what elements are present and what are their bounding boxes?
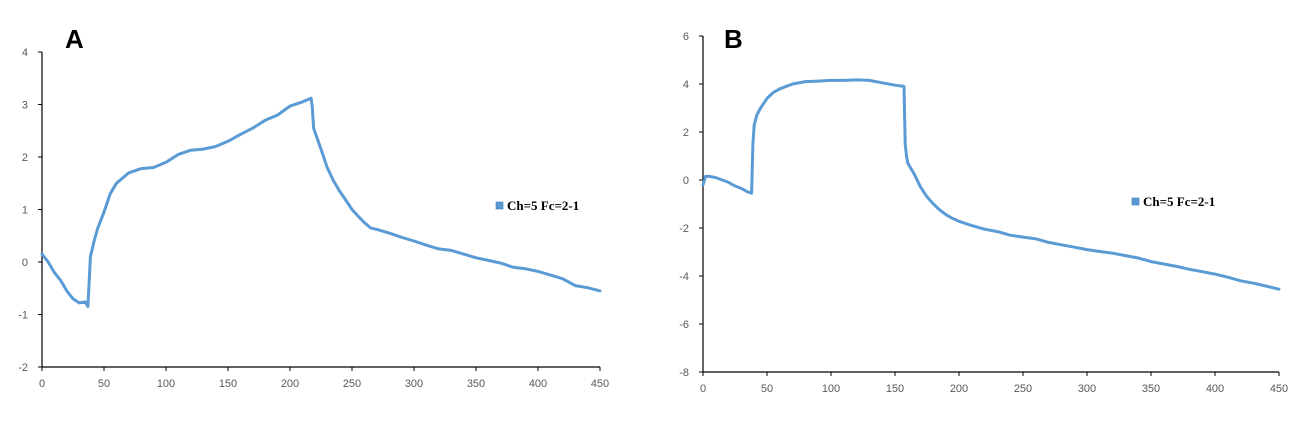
y-tick-label: -2 — [18, 362, 28, 374]
chart-panel-b: -8 -6 -4 -2 0 2 4 6 0 50 100 150 200 250 300 350 400 450 B… — [679, 24, 1288, 395]
legend-label: Ch=5 Fc=2-1 — [1143, 194, 1215, 209]
x-tick-label: 50 — [761, 383, 773, 395]
series-line — [701, 78, 1281, 291]
x-tick-label: 100 — [822, 383, 840, 395]
x-tick-label: 150 — [219, 378, 237, 390]
y-tick-label: 1 — [22, 205, 28, 217]
legend-swatch — [1131, 197, 1140, 206]
y-tick-label: -1 — [18, 310, 28, 322]
y-tick-label: 4 — [22, 47, 28, 59]
chart-panel-a: -2 -1 0 1 2 3 4 0 50 100 150 200 250 300 350 400 450 A Ch=… — [18, 24, 609, 390]
x-tick-label: 250 — [1014, 383, 1032, 395]
x-tick-label: 150 — [886, 383, 904, 395]
legend-label: Ch=5 Fc=2-1 — [507, 198, 579, 213]
x-tick-label: 200 — [950, 383, 968, 395]
y-tick-label: 0 — [22, 257, 28, 269]
series-line — [40, 96, 602, 309]
y-tick-label: -2 — [679, 223, 689, 235]
y-tick-label: 3 — [22, 100, 28, 112]
y-tick-label: 4 — [683, 79, 689, 91]
x-tick-label: 450 — [591, 378, 609, 390]
panel-label: B — [724, 24, 743, 54]
x-tick-label: 400 — [529, 378, 547, 390]
x-tick-label: 350 — [1142, 383, 1160, 395]
y-tick-label: -8 — [679, 367, 689, 379]
y-tick-label: 2 — [22, 152, 28, 164]
x-tick-label: 50 — [98, 378, 110, 390]
y-tick-label: 6 — [683, 31, 689, 43]
x-tick-label: 200 — [281, 378, 299, 390]
panel-label: A — [65, 24, 84, 54]
x-tick-label: 400 — [1206, 383, 1224, 395]
y-tick-label: 0 — [683, 175, 689, 187]
x-tick-label: 100 — [157, 378, 175, 390]
x-tick-label: 350 — [467, 378, 485, 390]
x-tick-label: 250 — [343, 378, 361, 390]
legend-swatch — [495, 201, 504, 210]
y-tick-label: -6 — [679, 319, 689, 331]
x-tick-label: 0 — [700, 383, 706, 395]
x-tick-label: 300 — [405, 378, 423, 390]
y-tick-label: -4 — [679, 271, 689, 283]
x-tick-label: 300 — [1078, 383, 1096, 395]
y-tick-label: 2 — [683, 127, 689, 139]
x-tick-label: 450 — [1270, 383, 1288, 395]
x-tick-label: 0 — [39, 378, 45, 390]
